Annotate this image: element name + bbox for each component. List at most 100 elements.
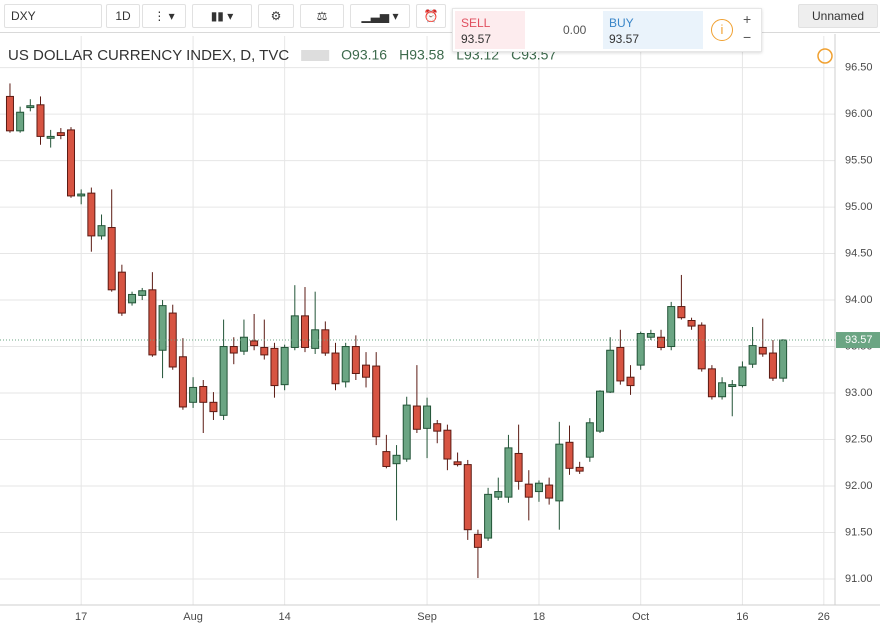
spread: 0.00	[563, 23, 587, 37]
x-tick-label: 14	[279, 611, 291, 623]
candle-body	[402, 404, 411, 460]
y-tick-label: 92.00	[845, 480, 873, 492]
candle-body	[514, 452, 523, 482]
y-tick-label: 93.00	[845, 387, 873, 399]
candle-body	[738, 366, 747, 387]
candle-body	[677, 306, 686, 319]
buy-button[interactable]: BUY 93.57	[603, 11, 703, 49]
y-tick-label: 95.50	[845, 154, 873, 166]
candle-body	[412, 405, 421, 430]
x-tick-label: 26	[818, 611, 830, 623]
candle-body	[128, 293, 137, 304]
y-tick-label: 95.00	[845, 201, 873, 213]
candle-body	[199, 386, 208, 403]
interval-button[interactable]: 1D	[106, 4, 140, 28]
candle-body	[138, 290, 147, 296]
candle-body	[362, 364, 371, 378]
candle-body	[555, 443, 564, 502]
candle-body	[473, 533, 482, 548]
candle-body	[372, 365, 381, 438]
y-tick-label: 91.50	[845, 526, 873, 538]
candle-body	[178, 356, 187, 408]
x-tick-label: Aug	[183, 611, 203, 623]
settings-button[interactable]: ⚙	[258, 4, 294, 28]
x-tick-label: 16	[736, 611, 748, 623]
candle-body	[423, 405, 432, 429]
sell-label: SELL	[461, 16, 491, 30]
candle-body	[341, 346, 350, 383]
buy-label: BUY	[609, 16, 634, 30]
interval-menu[interactable]: ⋮ ▾	[142, 4, 186, 28]
candle-body	[382, 451, 391, 467]
candle-body	[5, 95, 14, 132]
candle-body	[168, 312, 177, 368]
indicators-button[interactable]: ▁▃▅ ▾	[350, 4, 410, 28]
candle-body	[260, 346, 269, 356]
y-tick-label: 94.50	[845, 247, 873, 259]
candle-body	[77, 193, 86, 197]
layout-name[interactable]: Unnamed	[798, 4, 878, 28]
candle-body	[189, 386, 198, 403]
y-tick-label: 96.00	[845, 108, 873, 120]
candle-body	[117, 271, 126, 314]
y-tick-label: 92.50	[845, 433, 873, 445]
price-axis-bg	[835, 34, 880, 625]
candle-body	[626, 376, 635, 387]
candle-body	[239, 336, 248, 352]
candle-body	[36, 104, 45, 137]
zoom-in[interactable]: +	[743, 11, 752, 27]
candle-body	[453, 461, 462, 466]
candle-body	[758, 346, 767, 355]
candle-body	[250, 340, 259, 347]
x-tick-label: 18	[533, 611, 545, 623]
candle-body	[779, 339, 788, 379]
info-icon[interactable]: i	[711, 19, 733, 41]
candle-body	[433, 423, 442, 432]
candle-body	[311, 329, 320, 349]
candle-body	[229, 346, 238, 354]
candle-body	[504, 447, 513, 498]
compare-button[interactable]: ⚖	[300, 4, 344, 28]
x-tick-label: Oct	[632, 611, 649, 623]
sell-button[interactable]: SELL 93.57	[455, 11, 525, 49]
last-price-label: 93.57	[845, 334, 873, 346]
zoom-out[interactable]: −	[743, 29, 752, 45]
candle-body	[351, 346, 360, 374]
x-tick-label: 17	[75, 611, 87, 623]
alert-button[interactable]: ⏰	[416, 4, 446, 28]
candle-body	[158, 305, 167, 351]
candle-body	[484, 493, 493, 539]
candle-body	[209, 401, 218, 413]
candle-body	[768, 352, 777, 379]
candle-body	[280, 346, 289, 386]
trade-widget: SELL 93.57 0.00 BUY 93.57 i + −	[452, 8, 762, 52]
candle-body	[443, 429, 452, 460]
symbol-input[interactable]: DXY	[4, 4, 102, 28]
candle-body	[463, 464, 472, 531]
candle-body	[585, 422, 594, 458]
candle-body	[219, 346, 228, 416]
candle-body	[748, 345, 757, 365]
candle-body	[606, 349, 615, 393]
alert-icon[interactable]	[817, 48, 833, 64]
y-tick-label: 96.50	[845, 62, 873, 74]
candle-body	[646, 333, 655, 338]
candle-body	[300, 315, 309, 348]
candle-body	[494, 491, 503, 498]
candle-body	[392, 454, 401, 465]
candle-body	[148, 289, 157, 356]
candle-body	[697, 324, 706, 370]
candle-body	[87, 192, 96, 237]
candle-body	[636, 333, 645, 366]
candle-body	[657, 336, 666, 348]
chart-style-button[interactable]: ▮▮ ▾	[192, 4, 252, 28]
candle-body	[596, 390, 605, 432]
last-price-tag	[836, 332, 880, 349]
candle-body	[321, 329, 330, 354]
candle-body	[575, 466, 584, 472]
ohlc-value: H93.58	[399, 47, 444, 63]
candle-body	[728, 384, 737, 388]
x-tick-label: Sep	[417, 611, 437, 623]
